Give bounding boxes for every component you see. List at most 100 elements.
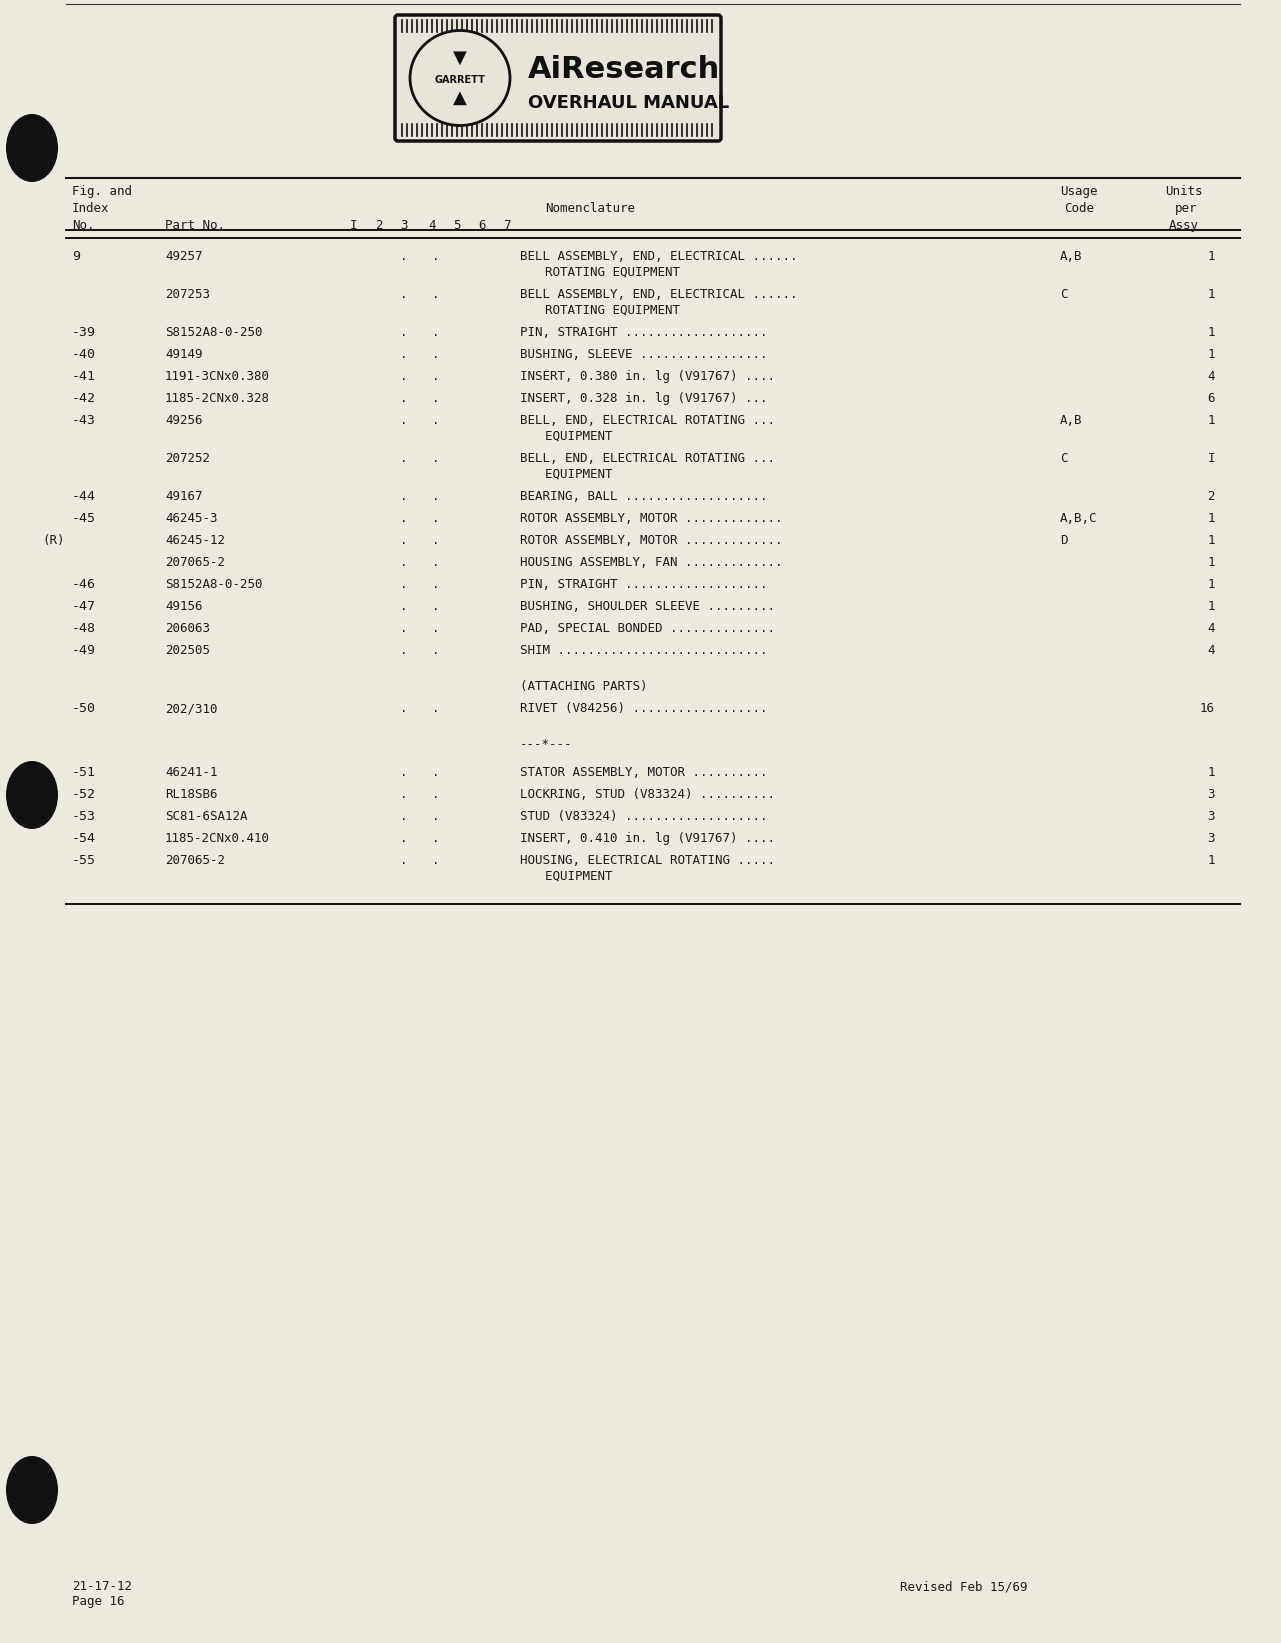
- Text: 5: 5: [453, 219, 460, 232]
- Text: .: .: [400, 288, 407, 301]
- Text: .: .: [400, 766, 407, 779]
- Text: -52: -52: [72, 789, 96, 802]
- Text: 207253: 207253: [165, 288, 210, 301]
- Text: .: .: [400, 452, 407, 465]
- Ellipse shape: [6, 1456, 58, 1525]
- Text: 1: 1: [1208, 600, 1214, 613]
- Text: AiResearch: AiResearch: [528, 56, 720, 84]
- Text: .: .: [432, 288, 439, 301]
- Text: .: .: [400, 810, 407, 823]
- Text: .: .: [400, 831, 407, 845]
- Text: 6: 6: [1208, 393, 1214, 406]
- Text: ▼: ▼: [453, 49, 468, 67]
- Text: .: .: [432, 854, 439, 868]
- Text: SHIM ............................: SHIM ............................: [520, 644, 767, 657]
- Text: -54: -54: [72, 831, 96, 845]
- Text: EQUIPMENT: EQUIPMENT: [530, 468, 612, 481]
- Text: .: .: [400, 600, 407, 613]
- Text: .: .: [400, 414, 407, 427]
- Text: ROTATING EQUIPMENT: ROTATING EQUIPMENT: [530, 266, 680, 279]
- Text: I: I: [1208, 452, 1214, 465]
- Text: S8152A8-0-250: S8152A8-0-250: [165, 325, 263, 338]
- Text: .: .: [400, 325, 407, 338]
- Text: -50: -50: [72, 702, 96, 715]
- Text: Revised Feb 15/69: Revised Feb 15/69: [901, 1581, 1027, 1594]
- Text: 1: 1: [1208, 766, 1214, 779]
- Text: .: .: [432, 623, 439, 634]
- Text: 1: 1: [1208, 288, 1214, 301]
- Text: .: .: [400, 370, 407, 383]
- Text: .: .: [432, 250, 439, 263]
- Text: 16: 16: [1200, 702, 1214, 715]
- Text: Part No.: Part No.: [165, 219, 225, 232]
- Text: 49156: 49156: [165, 600, 202, 613]
- Text: .: .: [400, 490, 407, 503]
- Text: OVERHAUL MANUAL: OVERHAUL MANUAL: [528, 94, 729, 112]
- Text: .: .: [400, 644, 407, 657]
- Text: 4: 4: [1208, 623, 1214, 634]
- Text: .: .: [432, 534, 439, 547]
- Text: -53: -53: [72, 810, 96, 823]
- Text: ROTOR ASSEMBLY, MOTOR .............: ROTOR ASSEMBLY, MOTOR .............: [520, 513, 783, 526]
- Text: .: .: [400, 702, 407, 715]
- Text: 207065-2: 207065-2: [165, 854, 225, 868]
- Text: EQUIPMENT: EQUIPMENT: [530, 430, 612, 444]
- Text: Assy: Assy: [1170, 219, 1199, 232]
- Text: 49257: 49257: [165, 250, 202, 263]
- Text: ▲: ▲: [453, 89, 468, 107]
- Text: -42: -42: [72, 393, 96, 406]
- Text: RIVET (V84256) ..................: RIVET (V84256) ..................: [520, 702, 767, 715]
- Text: -43: -43: [72, 414, 96, 427]
- Text: -44: -44: [72, 490, 96, 503]
- Text: .: .: [432, 578, 439, 591]
- Text: .: .: [400, 534, 407, 547]
- Text: No.: No.: [72, 219, 95, 232]
- Text: .: .: [432, 810, 439, 823]
- Text: D: D: [1059, 534, 1067, 547]
- Text: A,B,C: A,B,C: [1059, 513, 1098, 526]
- Text: .: .: [432, 644, 439, 657]
- Text: per: per: [1175, 202, 1198, 215]
- Text: 1: 1: [1208, 513, 1214, 526]
- Text: .: .: [432, 831, 439, 845]
- Text: C: C: [1059, 288, 1067, 301]
- Text: Page 16: Page 16: [72, 1595, 124, 1608]
- Text: -47: -47: [72, 600, 96, 613]
- Text: .: .: [400, 623, 407, 634]
- Text: .: .: [432, 393, 439, 406]
- Text: 1191-3CNx0.380: 1191-3CNx0.380: [165, 370, 270, 383]
- Text: .: .: [432, 452, 439, 465]
- Text: PAD, SPECIAL BONDED ..............: PAD, SPECIAL BONDED ..............: [520, 623, 775, 634]
- Text: 21-17-12: 21-17-12: [72, 1581, 132, 1594]
- Text: 49256: 49256: [165, 414, 202, 427]
- Text: 6: 6: [478, 219, 485, 232]
- Text: 1: 1: [1208, 578, 1214, 591]
- Text: SC81-6SA12A: SC81-6SA12A: [165, 810, 247, 823]
- Text: 1: 1: [1208, 854, 1214, 868]
- Text: A,B: A,B: [1059, 250, 1082, 263]
- Text: .: .: [400, 555, 407, 568]
- Text: 46241-1: 46241-1: [165, 766, 218, 779]
- Text: 4: 4: [1208, 644, 1214, 657]
- Text: 2: 2: [375, 219, 383, 232]
- Text: BELL, END, ELECTRICAL ROTATING ...: BELL, END, ELECTRICAL ROTATING ...: [520, 414, 775, 427]
- Text: GARRETT: GARRETT: [434, 76, 485, 85]
- Text: 1: 1: [1208, 325, 1214, 338]
- Text: (ATTACHING PARTS): (ATTACHING PARTS): [520, 680, 647, 693]
- Text: .: .: [432, 600, 439, 613]
- Text: .: .: [432, 325, 439, 338]
- Text: .: .: [400, 789, 407, 802]
- Text: .: .: [432, 702, 439, 715]
- Text: 207065-2: 207065-2: [165, 555, 225, 568]
- Text: 49167: 49167: [165, 490, 202, 503]
- Text: -51: -51: [72, 766, 96, 779]
- Text: 1185-2CNx0.410: 1185-2CNx0.410: [165, 831, 270, 845]
- Text: Usage: Usage: [1059, 186, 1098, 199]
- Text: -55: -55: [72, 854, 96, 868]
- Text: 1185-2CNx0.328: 1185-2CNx0.328: [165, 393, 270, 406]
- Text: I: I: [350, 219, 357, 232]
- Text: Fig. and: Fig. and: [72, 186, 132, 199]
- Text: Nomenclature: Nomenclature: [544, 202, 635, 215]
- Text: -39: -39: [72, 325, 96, 338]
- Text: 1: 1: [1208, 414, 1214, 427]
